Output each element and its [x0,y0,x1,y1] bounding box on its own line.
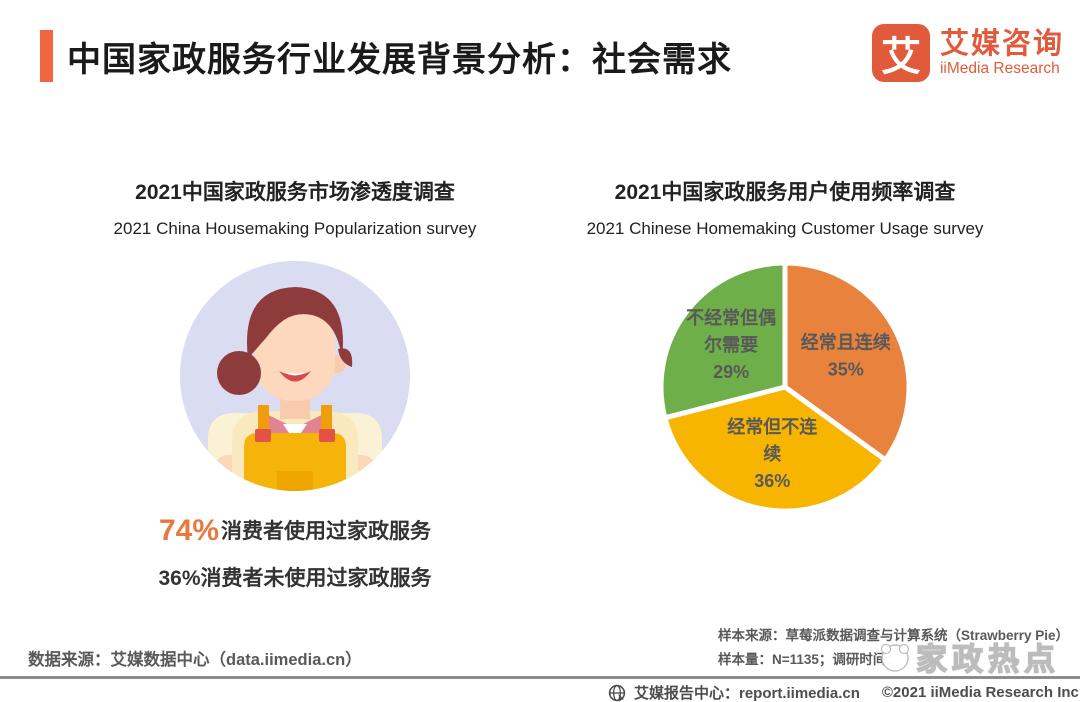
footer: 艾媒报告中心：report.iimedia.cn ©2021 iiMedia R… [608,682,1079,702]
logo-name-cn: 艾媒咨询 [939,28,1064,60]
usage-frequency-panel: 2021中国家政服务用户使用频率调查 2021 Chinese Homemaki… [540,176,1030,537]
sample-notes: 样本来源：草莓派数据调查与计算系统（Strawberry Pie） 样本量：N=… [718,624,1070,672]
logo-name-en: iiMedia Research [939,60,1060,77]
pie-slice-2 [658,260,788,421]
slide-header: 中国家政服务行业发展背景分析：社会需求 [40,30,732,82]
globe-icon [608,684,626,702]
page-title: 中国家政服务行业发展背景分析：社会需求 [67,40,732,79]
housekeeper-illustration-wrap [60,261,530,496]
right-survey-title-cn: 2021中国家政服务用户使用频率调查 [614,181,956,204]
penetration-survey-panel: 2021中国家政服务市场渗透度调查 2021 China Housemaking… [60,176,530,592]
pie-slice-label-2: 不经常但偶尔需要 29% [686,307,776,382]
stat-74-text: 消费者使用过家政服务 [221,520,432,543]
sample-size-note: 样本量：N=1135；调研时间： [718,652,900,667]
footer-report-center: 艾媒报告中心：report.iimedia.cn [634,685,860,702]
pie-slice-0 [782,260,912,463]
pie-slice-label-1: 经常但不连续 36% [727,416,818,491]
iimedia-logo-icon: 艾 [871,24,930,82]
data-source-note: 数据来源：艾媒数据中心（data.iimedia.cn） [28,651,362,669]
sample-source-note: 样本来源：草莓派数据调查与计算系统（Strawberry Pie） [718,628,1070,643]
title-accent-bar [40,30,53,82]
pie-chart-wrap: 经常且连续 35% 经常但不连续 36% 不经常但偶尔需要 29% [540,247,1030,537]
stat-not-used-services: 36%消费者未使用过家政服务 [158,567,432,590]
footer-divider [0,676,1080,679]
usage-frequency-pie-chart: 经常且连续 35% 经常但不连续 36% 不经常但偶尔需要 29% [658,260,912,514]
stat-74-value: 74% [158,514,220,547]
right-survey-title-en: 2021 Chinese Homemaking Customer Usage s… [586,219,984,238]
left-survey-title-cn: 2021中国家政服务市场渗透度调查 [135,181,455,204]
iimedia-logo: 艾 艾媒咨询 iiMedia Research [871,24,1064,82]
iimedia-logo-text: 艾媒咨询 iiMedia Research [940,28,1064,78]
stat-used-services: 74%消费者使用过家政服务 [60,514,530,548]
pie-slice-1 [662,384,888,514]
left-survey-title-en: 2021 China Housemaking Popularization su… [113,219,477,238]
pie-slice-label-0: 经常且连续 35% [801,332,891,380]
footer-copyright: ©2021 iiMedia Research Inc [881,684,1079,701]
housekeeper-illustration [180,261,410,491]
